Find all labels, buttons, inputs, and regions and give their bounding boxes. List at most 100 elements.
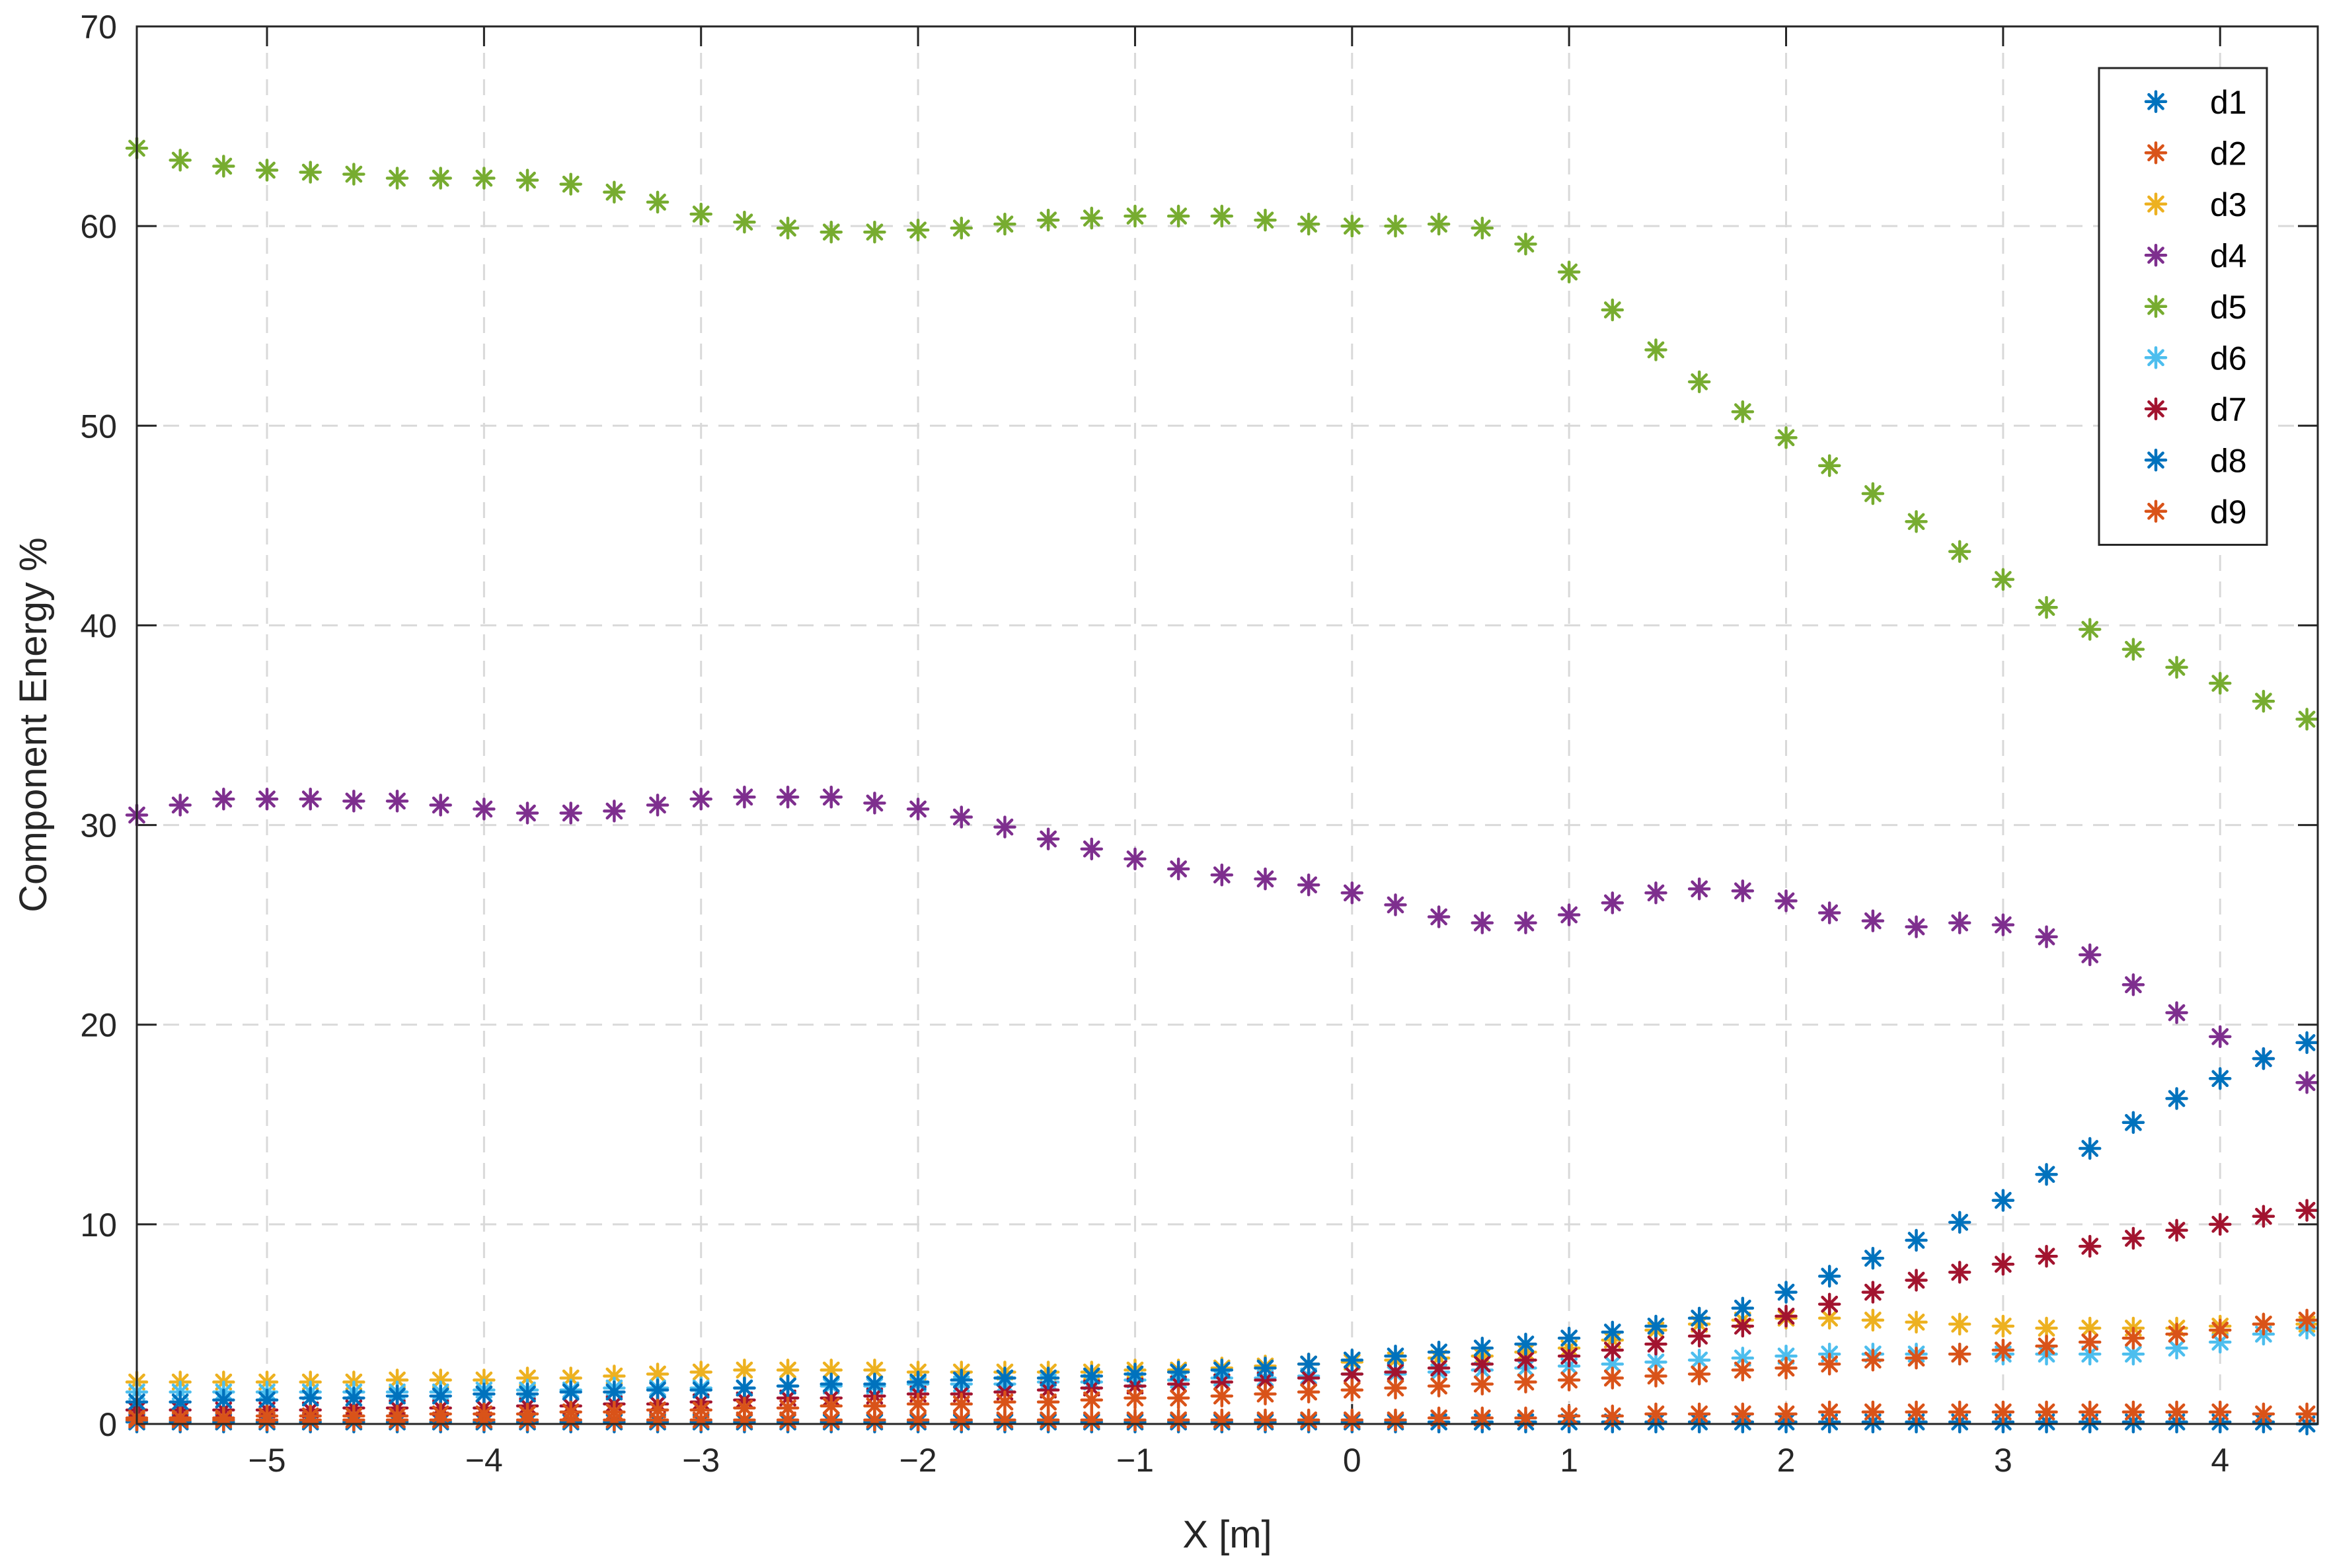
data-point <box>1340 1349 1364 1372</box>
data-point <box>2252 1312 2275 1336</box>
data-point <box>2035 1244 2058 1268</box>
data-point <box>1427 1374 1451 1398</box>
x-tick-labels: −5 −4 −3 −2 −1 0 1 2 3 4 <box>248 26 2229 1479</box>
data-point <box>1991 1314 2015 1338</box>
data-point <box>863 1394 886 1418</box>
data-point <box>1991 1253 2015 1276</box>
x-tick-label: −3 <box>682 1442 720 1479</box>
data-point <box>733 786 756 809</box>
data-point <box>429 167 452 190</box>
x-tick-label: −2 <box>899 1442 937 1479</box>
data-point <box>1557 260 1581 283</box>
data-point <box>559 802 582 825</box>
y-axis-label: Component Energy % <box>12 537 55 912</box>
data-point <box>299 161 322 184</box>
data-point <box>993 1390 1016 1414</box>
data-point <box>1817 454 1841 477</box>
data-point <box>2165 1087 2188 1110</box>
data-point <box>515 1402 539 1426</box>
data-point <box>1948 1312 1971 1336</box>
data-point <box>1340 1408 1364 1432</box>
data-point <box>2165 655 2188 679</box>
data-point <box>1731 1402 1755 1426</box>
x-tick-label: −1 <box>1116 1442 1154 1479</box>
data-point <box>1254 1382 1277 1405</box>
y-tick-label: 50 <box>80 408 117 445</box>
data-point <box>1948 1343 1971 1366</box>
data-point <box>1124 204 1147 228</box>
x-axis-label: X [m] <box>1182 1513 1272 1556</box>
data-point <box>776 1396 800 1420</box>
data-point <box>385 790 409 813</box>
data-point <box>1254 867 1277 891</box>
data-point <box>2165 1218 2188 1242</box>
data-point <box>2121 638 2145 661</box>
data-point <box>2078 1343 2102 1366</box>
data-point <box>1166 204 1190 228</box>
x-tick-label: 3 <box>1994 1442 2012 1479</box>
data-point <box>733 1396 756 1420</box>
data-point <box>515 802 539 825</box>
data-point <box>820 786 843 809</box>
data-point <box>646 190 669 214</box>
data-point <box>1601 298 1624 322</box>
legend-marker <box>2144 500 2168 523</box>
data-point <box>603 800 626 823</box>
data-point <box>1601 891 1624 915</box>
data-point <box>2295 1071 2318 1094</box>
data-point <box>906 218 930 242</box>
data-point <box>1557 1368 1581 1392</box>
data-point <box>1731 1359 1755 1382</box>
data-point <box>1210 1359 1234 1382</box>
data-point <box>1731 400 1755 424</box>
data-point <box>1905 510 1928 533</box>
data-point <box>1775 1304 1798 1328</box>
data-point <box>1470 216 1494 240</box>
data-point <box>2035 925 2058 949</box>
y-tick-labels: 0 10 20 30 40 50 60 70 <box>80 9 2318 1443</box>
data-point <box>2165 1400 2188 1424</box>
data-point <box>1991 568 2015 591</box>
data-point <box>2252 1205 2275 1228</box>
data-point <box>2295 1031 2318 1055</box>
data-point <box>603 1380 626 1403</box>
data-point <box>342 163 365 186</box>
x-tick-label: −4 <box>465 1442 503 1479</box>
data-point <box>1166 1386 1190 1409</box>
data-point <box>2208 1025 2232 1049</box>
legend-box <box>2098 67 2268 546</box>
data-point <box>906 1392 930 1416</box>
y-tick-label: 10 <box>80 1207 117 1244</box>
data-point <box>1124 1363 1147 1386</box>
data-point <box>1036 1390 1060 1414</box>
legend-marker <box>2144 244 2168 267</box>
data-point <box>385 1404 409 1428</box>
data-point <box>906 798 930 821</box>
data-points <box>125 137 2318 1436</box>
data-point <box>473 1402 496 1426</box>
data-point <box>1731 879 1755 903</box>
data-point <box>733 210 756 234</box>
data-point <box>2121 1111 2145 1135</box>
data-point <box>1948 911 1971 934</box>
data-point <box>689 1398 712 1422</box>
data-point <box>1036 1366 1060 1390</box>
data-point <box>1210 1408 1234 1432</box>
data-point <box>820 220 843 244</box>
data-point <box>2035 595 2058 619</box>
data-point <box>2295 1308 2318 1332</box>
data-point <box>2121 1400 2145 1424</box>
data-point <box>385 167 409 190</box>
data-point <box>1557 1326 1581 1350</box>
data-point <box>1905 1228 1928 1252</box>
data-point <box>255 788 279 811</box>
data-point <box>776 1374 800 1398</box>
data-point <box>820 1372 843 1396</box>
data-point <box>1080 1388 1104 1411</box>
data-point <box>1991 913 2015 936</box>
data-point <box>1991 1400 2015 1424</box>
data-point <box>1036 827 1060 850</box>
data-point <box>1210 863 1234 887</box>
plot-area-background <box>137 26 2318 1424</box>
